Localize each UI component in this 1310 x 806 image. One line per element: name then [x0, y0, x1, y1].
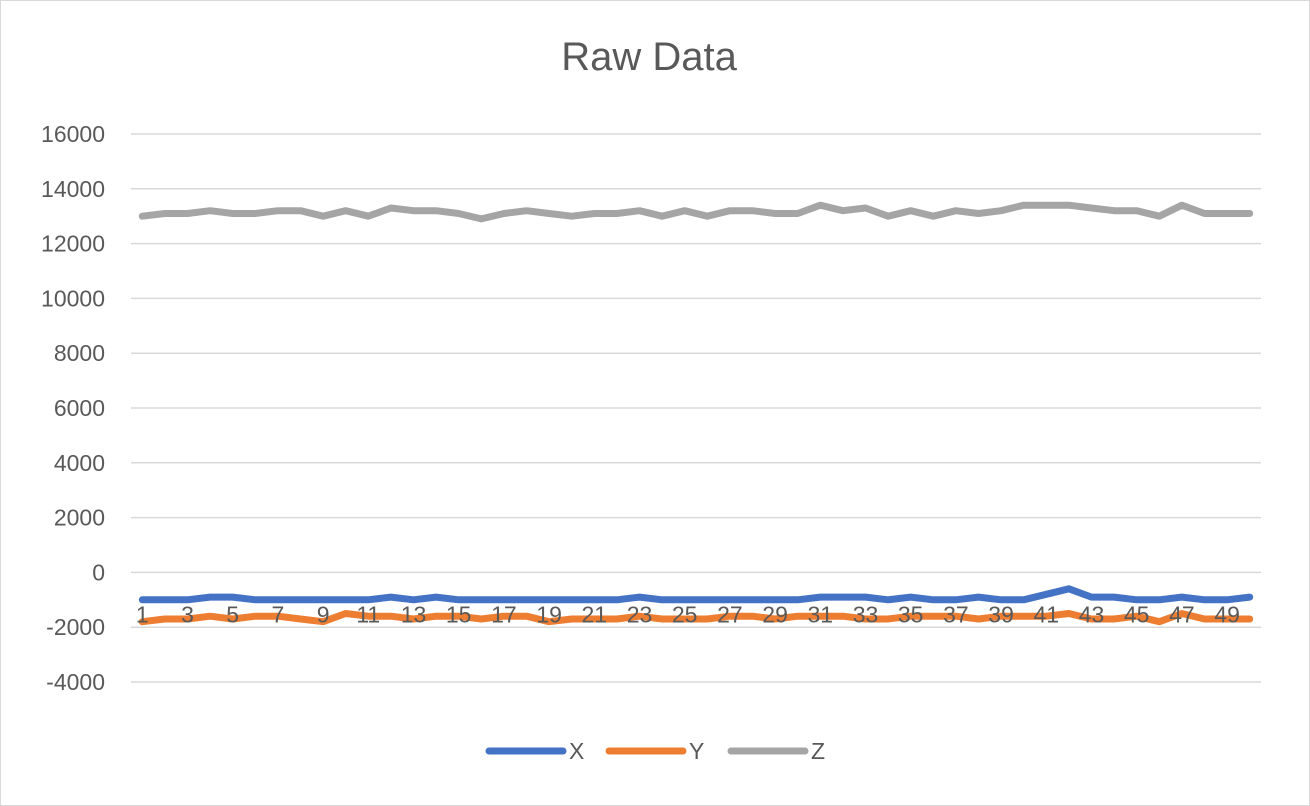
x-tick-label: 29 — [762, 601, 788, 627]
y-tick-label: -4000 — [46, 669, 105, 695]
y-tick-label: 6000 — [54, 395, 105, 421]
x-tick-label: 3 — [181, 601, 194, 627]
x-tick-label: 23 — [627, 601, 653, 627]
series-line-x[interactable] — [138, 585, 1254, 604]
x-tick-label: 31 — [808, 601, 834, 627]
y-tick-label: -2000 — [46, 614, 105, 640]
y-axis-tick-labels: 16000 14000 12000 10000 8000 6000 4000 2000 0 -20… — [41, 121, 105, 695]
x-tick-label: 49 — [1214, 601, 1240, 627]
gridlines — [131, 133, 1261, 683]
series-line-z[interactable] — [138, 201, 1254, 223]
x-tick-label: 41 — [1034, 601, 1060, 627]
x-tick-label: 5 — [226, 601, 239, 627]
x-tick-label: 25 — [672, 601, 698, 627]
x-tick-label: 37 — [943, 601, 969, 627]
x-tick-label: 15 — [446, 601, 472, 627]
x-tick-label: 39 — [988, 601, 1014, 627]
chart-title: Raw Data — [561, 35, 737, 79]
y-tick-label: 12000 — [41, 231, 105, 257]
y-tick-label: 16000 — [41, 121, 105, 147]
x-tick-label: 33 — [853, 601, 879, 627]
x-tick-label: 9 — [317, 601, 330, 627]
legend-item-x[interactable]: X — [485, 738, 584, 764]
legend-label: Z — [811, 738, 825, 764]
legend-item-y[interactable]: Y — [605, 738, 704, 764]
x-tick-label: 45 — [1124, 601, 1150, 627]
x-tick-label: 19 — [536, 601, 562, 627]
y-tick-label: 10000 — [41, 285, 105, 311]
x-tick-label: 35 — [898, 601, 924, 627]
legend-label: Y — [689, 738, 704, 764]
legend-label: X — [569, 738, 584, 764]
x-tick-label: 47 — [1169, 601, 1195, 627]
x-tick-label: 21 — [582, 601, 608, 627]
x-tick-label: 1 — [136, 601, 149, 627]
x-tick-label: 17 — [491, 601, 517, 627]
y-tick-label: 2000 — [54, 505, 105, 531]
y-tick-label: 0 — [92, 559, 105, 585]
legend-item-z[interactable]: Z — [727, 738, 825, 764]
series-lines — [138, 201, 1254, 626]
x-tick-label: 7 — [272, 601, 285, 627]
x-tick-label: 13 — [401, 601, 427, 627]
series-line-y[interactable] — [138, 610, 1254, 626]
x-tick-label: 43 — [1079, 601, 1105, 627]
x-tick-label: 11 — [356, 601, 380, 627]
y-tick-label: 14000 — [41, 176, 105, 202]
x-tick-label: 27 — [717, 601, 743, 627]
y-tick-label: 8000 — [54, 340, 105, 366]
x-axis-tick-labels: 1 3 5 7 9 11 13 15 17 19 21 23 25 27 29 31 33 35 37 39 41 43 4… — [136, 601, 1240, 627]
legend[interactable]: X Y Z — [485, 738, 825, 764]
y-tick-label: 4000 — [54, 450, 105, 476]
